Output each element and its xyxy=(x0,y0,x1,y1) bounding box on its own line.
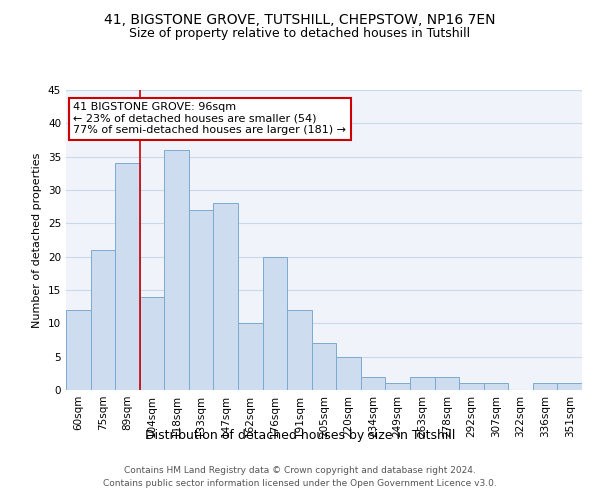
Bar xyxy=(361,376,385,390)
Bar xyxy=(263,256,287,390)
Bar xyxy=(238,324,263,390)
Bar xyxy=(287,310,312,390)
Bar xyxy=(91,250,115,390)
Bar xyxy=(189,210,214,390)
Bar xyxy=(214,204,238,390)
Text: Contains HM Land Registry data © Crown copyright and database right 2024.
Contai: Contains HM Land Registry data © Crown c… xyxy=(103,466,497,487)
Text: 41 BIGSTONE GROVE: 96sqm
← 23% of detached houses are smaller (54)
77% of semi-d: 41 BIGSTONE GROVE: 96sqm ← 23% of detach… xyxy=(73,102,346,135)
Y-axis label: Number of detached properties: Number of detached properties xyxy=(32,152,43,328)
Bar xyxy=(66,310,91,390)
Bar xyxy=(557,384,582,390)
Bar xyxy=(410,376,434,390)
Bar xyxy=(312,344,336,390)
Bar xyxy=(140,296,164,390)
Bar xyxy=(164,150,189,390)
Text: Distribution of detached houses by size in Tutshill: Distribution of detached houses by size … xyxy=(145,428,455,442)
Text: Size of property relative to detached houses in Tutshill: Size of property relative to detached ho… xyxy=(130,28,470,40)
Bar xyxy=(484,384,508,390)
Bar xyxy=(459,384,484,390)
Bar xyxy=(115,164,140,390)
Bar xyxy=(533,384,557,390)
Bar xyxy=(385,384,410,390)
Bar xyxy=(434,376,459,390)
Text: 41, BIGSTONE GROVE, TUTSHILL, CHEPSTOW, NP16 7EN: 41, BIGSTONE GROVE, TUTSHILL, CHEPSTOW, … xyxy=(104,12,496,26)
Bar xyxy=(336,356,361,390)
